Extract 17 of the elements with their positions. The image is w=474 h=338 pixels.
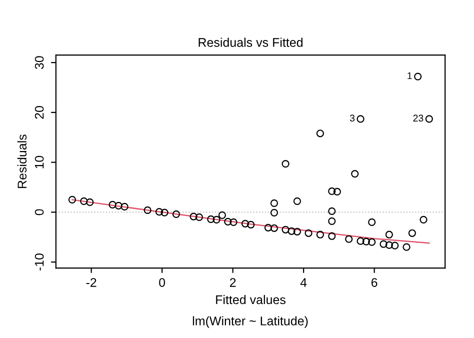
y-tick-label: 0 [34,209,44,216]
x-tick-label: 0 [159,278,166,287]
x-tick-label: -2 [86,278,96,287]
y-tick-label: 20 [34,106,44,119]
annotation: 23 [413,114,424,122]
chart-title: Residuals vs Fitted [198,38,303,47]
x-tick-label: 6 [371,278,378,287]
text: lm(Winter ~ Latitude) [192,316,308,328]
x-tick-label: 2 [230,278,236,287]
x-tick-label: 4 [300,278,307,287]
x-axis-title: Fitted values [216,294,286,304]
y-tick-label: 10 [34,156,44,168]
y-tick-label: 30 [34,56,44,70]
y-tick-label: -10 [34,254,44,271]
annotation: 3 [350,114,355,122]
y-axis-title: Residuals [17,134,27,188]
annotation: 1 [408,72,412,80]
